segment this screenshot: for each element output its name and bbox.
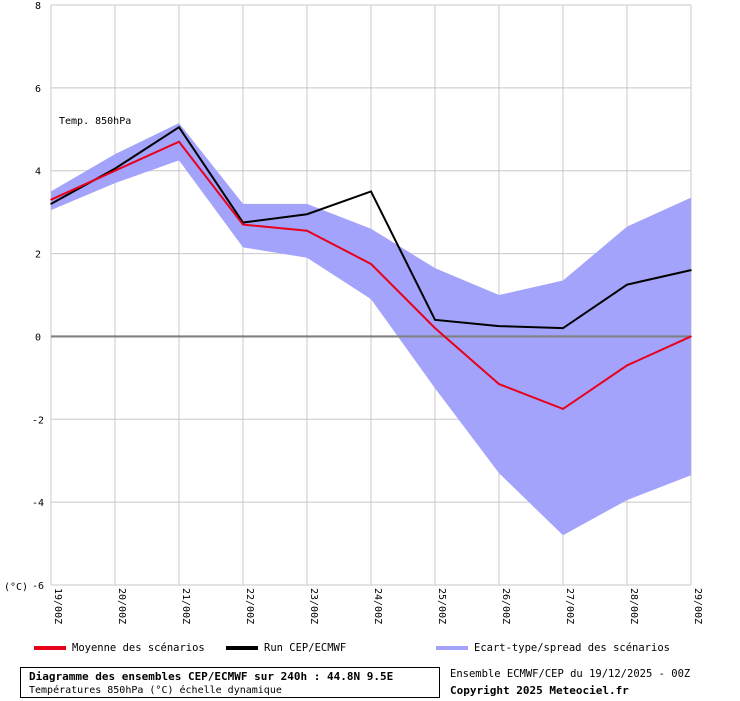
legend-item-spread: Ecart-type/spread des scénarios — [436, 640, 670, 656]
point-run — [498, 325, 500, 327]
x-tick-label: 25/00Z — [436, 588, 447, 624]
footer-title-box: Diagramme des ensembles CEP/ECMWF sur 24… — [20, 667, 440, 698]
spread-band — [51, 123, 691, 536]
point-mean — [178, 140, 180, 143]
spread-band-layer — [51, 123, 691, 536]
legend-swatch-mean — [34, 646, 66, 650]
ensemble-chart: 8 6 4 2 0 -2 -4 -6 19/00Z 20/00Z 21/00Z 22/00Z 23/00… — [4, 1, 703, 624]
x-tick-label: 26/00Z — [500, 588, 511, 624]
legend-label-run: Run CEP/ECMWF — [264, 642, 347, 654]
y-tick-label: -4 — [32, 498, 44, 509]
x-tick-label: 22/00Z — [244, 588, 255, 624]
x-tick-label: 27/00Z — [564, 588, 575, 624]
y-tick-label: 8 — [35, 1, 41, 12]
series-layer — [50, 125, 692, 411]
legend-label-spread: Ecart-type/spread des scénarios — [474, 642, 670, 654]
point-run — [626, 283, 628, 286]
point-run — [114, 167, 116, 170]
footer-subtitle: Températures 850hPa (°C) échelle dynamiq… — [29, 685, 282, 696]
x-tick-label: 21/00Z — [180, 588, 191, 624]
point-mean — [242, 223, 244, 226]
legend-swatch-run — [226, 646, 258, 650]
y-tick-label: 0 — [35, 332, 41, 343]
footer-ensemble-info: Ensemble ECMWF/CEP du 19/12/2025 - 00Z — [450, 668, 691, 680]
footer-info: Ensemble ECMWF/CEP du 19/12/2025 - 00Z C… — [450, 667, 735, 701]
series-label: Temp. 850hPa — [59, 116, 131, 127]
x-tick-label: 20/00Z — [116, 588, 127, 624]
point-run — [562, 327, 564, 329]
footer-title: Diagramme des ensembles CEP/ECMWF sur 24… — [29, 670, 394, 683]
point-run — [50, 203, 52, 205]
point-run — [370, 190, 372, 193]
point-mean — [434, 327, 436, 329]
y-tick-label: -6 — [32, 581, 44, 592]
point-mean — [114, 169, 116, 172]
legend-item-run: Run CEP/ECMWF — [226, 640, 346, 656]
x-tick-label: 24/00Z — [372, 588, 383, 624]
x-tick-label: 23/00Z — [308, 588, 319, 624]
legend-swatch-spread — [436, 646, 468, 650]
point-run — [434, 319, 436, 321]
x-tick-label: 28/00Z — [628, 588, 639, 624]
point-mean — [370, 263, 372, 265]
point-run — [306, 213, 308, 216]
legend: Moyenne des scénarios Run CEP/ECMWF Ecar… — [30, 640, 730, 656]
y-tick-label: 2 — [35, 250, 41, 261]
point-mean — [562, 408, 564, 410]
legend-label-mean: Moyenne des scénarios — [72, 642, 205, 654]
footer-copyright: Copyright 2025 Meteociel.fr — [450, 684, 629, 697]
x-tick-label: 19/00Z — [52, 588, 63, 624]
y-unit-label: (°C) — [4, 582, 28, 593]
x-tick-label: 29/00Z — [692, 588, 703, 624]
y-tick-label: 4 — [35, 167, 41, 178]
axis-labels: 8 6 4 2 0 -2 -4 -6 19/00Z 20/00Z 21/00Z 22/00Z 23/00… — [32, 1, 703, 624]
y-tick-label: -2 — [32, 415, 44, 426]
point-mean — [306, 229, 308, 232]
legend-item-mean: Moyenne des scénarios — [34, 640, 205, 656]
y-tick-label: 6 — [35, 84, 41, 95]
point-run — [690, 269, 692, 271]
point-mean — [498, 383, 500, 385]
point-mean — [690, 335, 692, 338]
point-mean — [50, 198, 52, 201]
point-mean — [626, 364, 628, 367]
point-run — [178, 126, 180, 129]
